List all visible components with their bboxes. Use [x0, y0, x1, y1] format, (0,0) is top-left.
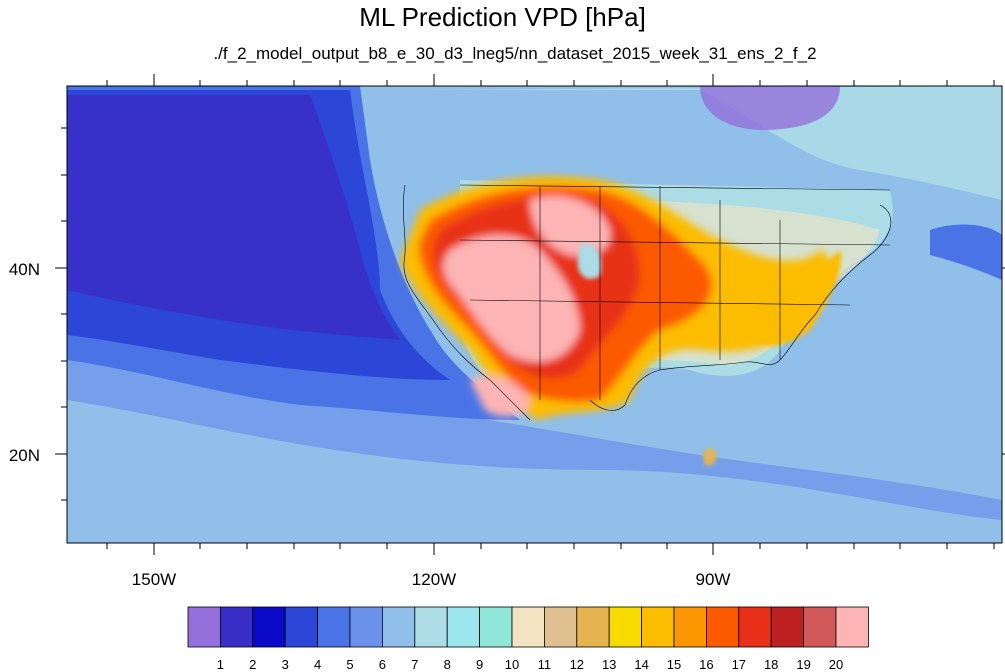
- colorbar-label: 15: [667, 657, 681, 672]
- colorbar-swatch: [219, 606, 254, 648]
- colorbar-swatch: [187, 606, 221, 648]
- colorbar-swatch: [252, 606, 286, 648]
- coastlines: [403, 184, 892, 421]
- colorbar-swatch: [576, 606, 610, 648]
- colorbar-swatch: [349, 606, 383, 648]
- colorbar-label: 17: [732, 657, 746, 672]
- colorbar-label: 20: [829, 657, 843, 672]
- colorbar-swatch: [738, 606, 772, 648]
- colorbar-label: 10: [505, 657, 519, 672]
- colorbar-swatch: [284, 606, 319, 648]
- map-field: [67, 86, 1002, 543]
- colorbar-label: 14: [634, 657, 648, 672]
- colorbar-label: 2: [249, 657, 256, 672]
- colorbar-label: 1: [217, 657, 224, 672]
- lon-tick-label-150w: 150W: [132, 570, 176, 589]
- colorbar-swatch: [544, 606, 578, 648]
- lon-tick-label-120w: 120W: [412, 570, 456, 589]
- colorbar-swatch: [479, 606, 513, 648]
- map-title: ML Prediction VPD [hPa]: [359, 2, 646, 32]
- colorbar-label: 18: [764, 657, 778, 672]
- colorbar-label: 4: [314, 657, 321, 672]
- colorbar-swatch: [511, 606, 545, 648]
- colorbar-swatch: [641, 606, 675, 648]
- colorbar-label: 13: [602, 657, 616, 672]
- colorbar-label: 7: [411, 657, 418, 672]
- colorbar-label: 16: [699, 657, 713, 672]
- axis-ticks: [55, 74, 1005, 555]
- lon-tick-label-90w: 90W: [696, 570, 731, 589]
- colorbar: 1 2 3 4 5 6 7 8 9 10 11 12 13 14 15 16 17 18 19 20: [187, 606, 869, 672]
- colorbar-label: 3: [282, 657, 289, 672]
- colorbar-swatch: [317, 606, 351, 648]
- colorbar-swatch: [803, 606, 837, 648]
- colorbar-swatch: [673, 606, 707, 648]
- colorbar-swatch: [770, 606, 805, 648]
- map-subtitle: ./f_2_model_output_b8_e_30_d3_lneg5/nn_d…: [213, 44, 817, 63]
- colorbar-swatch: [706, 606, 740, 648]
- colorbar-label: 11: [538, 657, 552, 672]
- lat-tick-label-20n: 20N: [9, 446, 40, 465]
- colorbar-swatch: [608, 606, 643, 648]
- colorbar-label: 6: [379, 657, 386, 672]
- lat-tick-label-40n: 40N: [9, 260, 40, 279]
- colorbar-label: 5: [346, 657, 353, 672]
- colorbar-label: 9: [476, 657, 483, 672]
- colorbar-label: 19: [796, 657, 810, 672]
- colorbar-label: 12: [570, 657, 584, 672]
- colorbar-swatch: [446, 606, 481, 648]
- colorbar-swatch: [381, 606, 416, 648]
- colorbar-swatch: [835, 606, 869, 648]
- colorbar-label: 8: [444, 657, 451, 672]
- colorbar-swatch: [414, 606, 448, 648]
